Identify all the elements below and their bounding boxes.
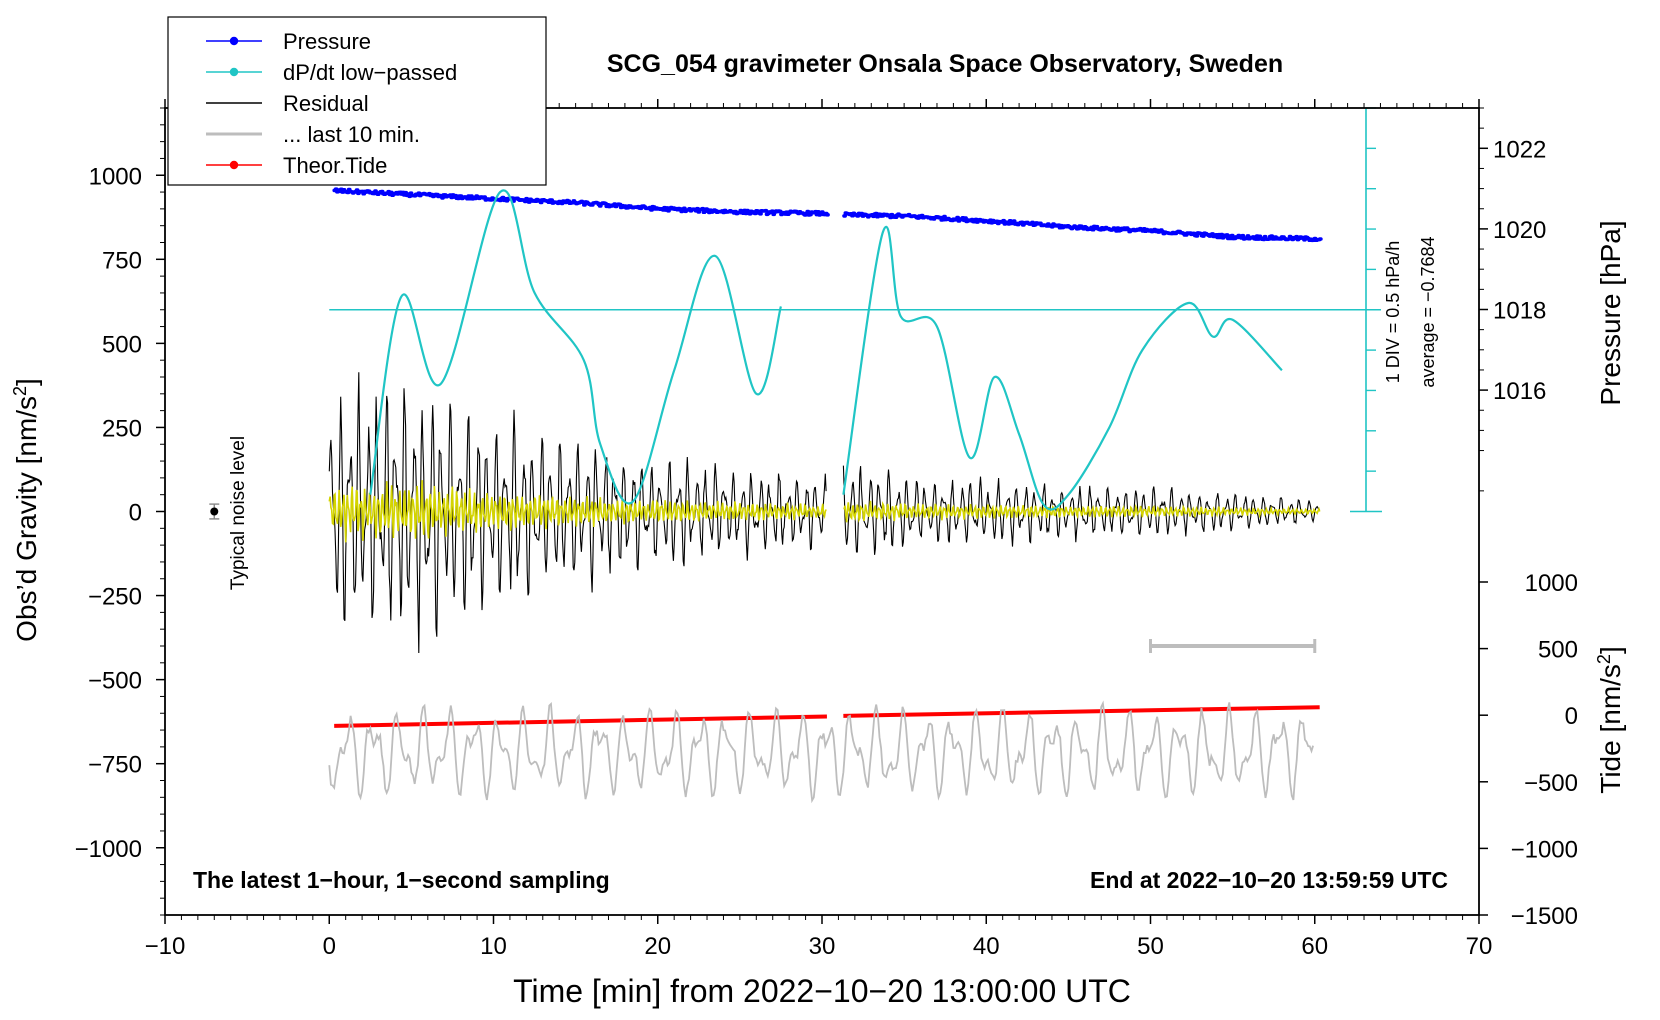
x-tick-label: −10 xyxy=(145,933,186,960)
y-tide-tick-label: −500 xyxy=(1524,770,1578,797)
y-tide-tick-label: 1000 xyxy=(1525,570,1578,597)
noise-level-label: Typical noise level xyxy=(228,436,249,590)
y-left-tick-label: −750 xyxy=(88,752,142,779)
dpdt-scale-label: 1 DIV = 0.5 hPa/h xyxy=(1383,241,1403,384)
y-left-tick-label: 750 xyxy=(102,247,142,274)
series-pressure xyxy=(332,187,1323,243)
x-tick-label: 30 xyxy=(809,933,836,960)
x-tick-label: 50 xyxy=(1137,933,1164,960)
data-series xyxy=(209,107,1382,804)
series-tide-part1 xyxy=(334,714,827,728)
y-axis-left-label: Obs’d Gravity [nm/s2] xyxy=(10,378,42,642)
legend-label: Theor.Tide xyxy=(283,153,387,178)
series-tide-part2 xyxy=(843,705,1320,718)
y-pressure-tick-label: 1020 xyxy=(1493,217,1546,244)
annotation-bottom-right: End at 2022−10−20 13:59:59 UTC xyxy=(1090,867,1448,893)
legend-label: Pressure xyxy=(283,29,371,54)
series-residual-smoothed xyxy=(328,480,1321,543)
y-left-tick-label: 250 xyxy=(102,415,142,442)
x-tick-label: 10 xyxy=(480,933,507,960)
annotation-bottom-left: The latest 1−hour, 1−second sampling xyxy=(193,867,610,893)
noise-marker xyxy=(210,507,219,516)
x-tick-label: 0 xyxy=(323,933,336,960)
y-pressure-tick-label: 1018 xyxy=(1493,298,1546,325)
legend-marker xyxy=(229,36,239,46)
y-left-tick-label: −500 xyxy=(88,668,142,695)
legend-label: ... last 10 min. xyxy=(283,122,420,147)
x-tick-label: 70 xyxy=(1466,933,1493,960)
legend-label: dP/dt low−passed xyxy=(283,60,457,85)
chart-title: SCG_054 gravimeter Onsala Space Observat… xyxy=(607,50,1283,78)
legend-label: Residual xyxy=(283,91,369,116)
x-tick-label: 40 xyxy=(973,933,1000,960)
legend-marker xyxy=(229,67,239,77)
legend: Pressure dP/dt low−passed Residual ... last… xyxy=(167,16,547,186)
series-dpdt-part1 xyxy=(369,189,782,505)
x-tick-label: 60 xyxy=(1301,933,1328,960)
x-tick-label: 20 xyxy=(644,933,671,960)
y-tide-tick-label: 0 xyxy=(1565,703,1578,730)
legend-marker xyxy=(229,160,239,170)
legend-box xyxy=(167,16,547,186)
y-left-tick-label: 500 xyxy=(102,331,142,358)
y-tide-tick-label: 500 xyxy=(1538,637,1578,664)
y-tide-tick-label: −1500 xyxy=(1511,903,1578,930)
y-pressure-tick-label: 1022 xyxy=(1493,136,1546,163)
y-left-tick-label: −1000 xyxy=(75,836,142,863)
y-axis-pressure-label: Pressure [hPa] xyxy=(1595,220,1626,405)
y-pressure-tick-label: 1016 xyxy=(1493,378,1546,405)
y-axis-tide-label: Tide [nm/s2] xyxy=(1594,646,1626,793)
series-last-10-min xyxy=(328,700,1314,804)
y-tide-tick-label: −1000 xyxy=(1511,836,1578,863)
x-axis-label: Time [min] from 2022−10−20 13:00:00 UTC xyxy=(513,973,1131,1009)
y-left-tick-label: −250 xyxy=(88,584,142,611)
y-left-tick-label: 0 xyxy=(129,500,142,527)
axes: −10 0 10 20 30 40 50 60 7010007505002500−250−500… xyxy=(75,99,1578,960)
series-dpdt-part2 xyxy=(842,225,1283,511)
y-left-tick-label: 1000 xyxy=(89,163,142,190)
dpdt-average-label: average = −0.7684 xyxy=(1418,236,1438,387)
